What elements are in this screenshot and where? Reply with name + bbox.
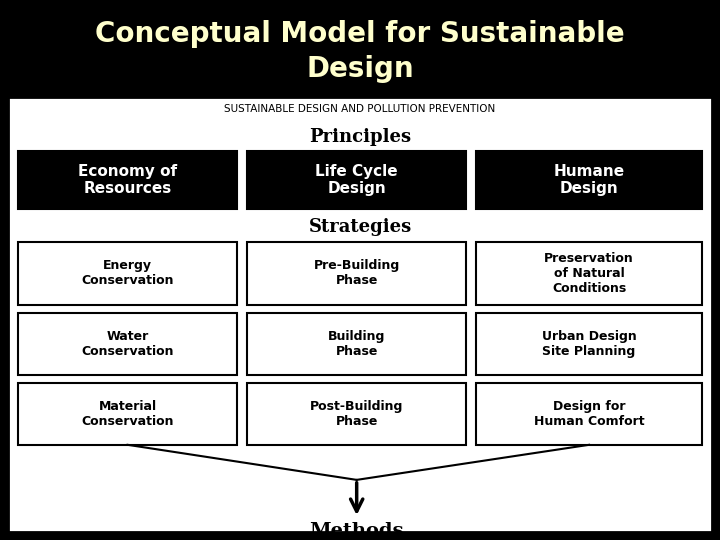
Bar bbox=[476, 313, 702, 375]
Text: Methods: Methods bbox=[310, 522, 404, 540]
Text: Conceptual Model for Sustainable: Conceptual Model for Sustainable bbox=[95, 20, 625, 48]
Bar bbox=[247, 151, 467, 210]
Bar bbox=[476, 151, 702, 210]
Text: Humane
Design: Humane Design bbox=[554, 164, 625, 197]
Text: Material
Conservation: Material Conservation bbox=[81, 400, 174, 428]
Text: Preservation
of Natural
Conditions: Preservation of Natural Conditions bbox=[544, 252, 634, 295]
Text: Urban Design
Site Planning: Urban Design Site Planning bbox=[541, 329, 636, 357]
Bar bbox=[247, 313, 467, 375]
Text: Water
Conservation: Water Conservation bbox=[81, 329, 174, 357]
Bar bbox=[18, 242, 237, 305]
Text: Strategies: Strategies bbox=[308, 218, 412, 237]
Text: Principles: Principles bbox=[309, 128, 411, 146]
Bar bbox=[476, 242, 702, 305]
Text: Building
Phase: Building Phase bbox=[328, 329, 385, 357]
Bar bbox=[247, 242, 467, 305]
Bar bbox=[476, 383, 702, 445]
Bar bbox=[18, 383, 237, 445]
Text: Life Cycle
Design: Life Cycle Design bbox=[315, 164, 398, 197]
Bar bbox=[247, 383, 467, 445]
Text: Energy
Conservation: Energy Conservation bbox=[81, 259, 174, 287]
Text: Pre-Building
Phase: Pre-Building Phase bbox=[313, 259, 400, 287]
Bar bbox=[18, 313, 237, 375]
Text: Design for
Human Comfort: Design for Human Comfort bbox=[534, 400, 644, 428]
Text: Design: Design bbox=[306, 56, 414, 84]
Text: Post-Building
Phase: Post-Building Phase bbox=[310, 400, 403, 428]
Text: SUSTAINABLE DESIGN AND POLLUTION PREVENTION: SUSTAINABLE DESIGN AND POLLUTION PREVENT… bbox=[225, 104, 495, 114]
Text: Economy of
Resources: Economy of Resources bbox=[78, 164, 177, 197]
Bar bbox=[18, 151, 237, 210]
